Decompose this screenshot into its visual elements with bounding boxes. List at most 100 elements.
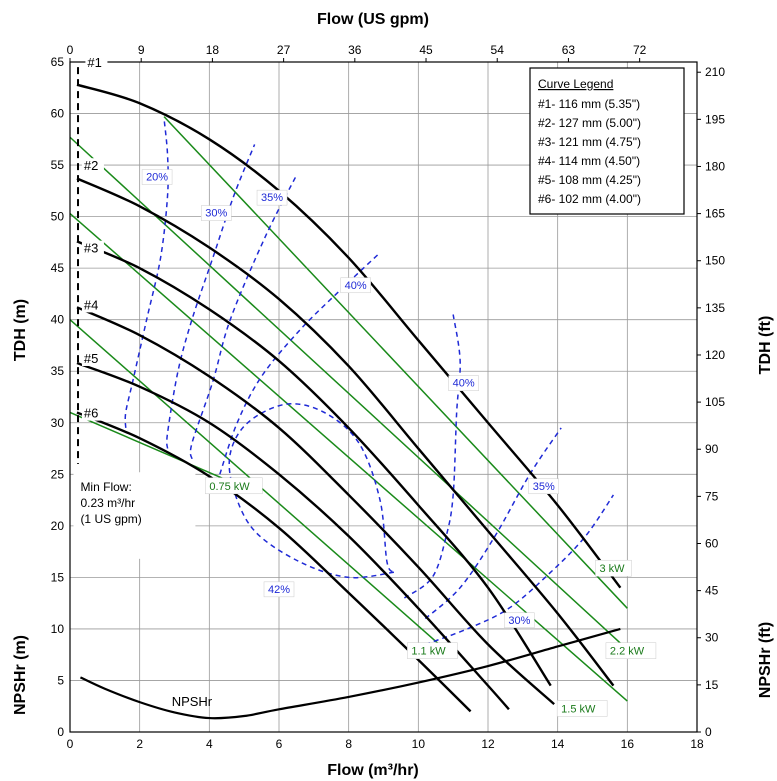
power-label: 3 kW [599, 563, 625, 575]
x-bottom-tick-label: 2 [136, 737, 143, 751]
efficiency-curve [424, 427, 562, 620]
y-left-npsh-axis-title: NPSHr (m) [12, 635, 29, 715]
curve-legend: Curve Legend #1- 116 mm (5.35") #2- 127 mm… [529, 67, 685, 215]
y-left-tick-label: 25 [51, 467, 65, 481]
power-label-bg [205, 477, 263, 495]
y-right-tick-label: 210 [705, 65, 725, 79]
y-left-tick-label: 10 [51, 622, 65, 636]
npshr-curve [79, 627, 621, 720]
efficiency-label-bg [263, 581, 295, 598]
y-right-tick-label: 180 [705, 159, 725, 173]
curve-label: #5 [84, 351, 98, 366]
efficiency-curve [425, 494, 615, 646]
efficiency-label: 40% [453, 378, 475, 390]
x-top-tick-label: 0 [67, 43, 74, 57]
x-bottom-tick-label: 10 [412, 737, 426, 751]
y-left-tick-label: 15 [51, 570, 65, 584]
legend-entry: #3- 121 mm (4.75") [538, 135, 641, 149]
min-flow-marker: Min Flow: 0.23 m³/hr (1 US gpm) [73, 67, 196, 559]
efficiency-label-bg [256, 189, 288, 206]
x-top-tick-label: 36 [348, 43, 362, 57]
y-left-tick-label: 35 [51, 364, 65, 378]
y-right-tick-label: 135 [705, 301, 725, 315]
curve-label: #4 [84, 297, 98, 312]
y-left-tick-label: 0 [57, 725, 64, 739]
impeller-curve [76, 177, 615, 687]
x-bottom-tick-label: 6 [276, 737, 283, 751]
y-left-tick-label: 55 [51, 158, 65, 172]
y-right-tick-label: 150 [705, 254, 725, 268]
x-bottom-tick-label: 4 [206, 737, 213, 751]
power-label: 2.2 kW [610, 646, 645, 658]
efficiency-curves [124, 118, 615, 646]
impeller-curve [76, 240, 552, 687]
power-label: 1.5 kW [561, 703, 596, 715]
efficiency-curve [228, 403, 395, 579]
curve-label-bg [81, 350, 104, 366]
x-bottom-tick-label: 0 [67, 737, 74, 751]
legend-title: Curve Legend [538, 77, 613, 91]
impeller-curve [76, 306, 555, 706]
x-top-tick-label: 45 [419, 43, 433, 57]
legend-entry: #1- 116 mm (5.35") [538, 97, 640, 111]
x-top-axis-title: Flow (US gpm) [317, 11, 429, 28]
legend-entry: #2- 127 mm (5.00") [538, 116, 641, 130]
min-flow-text: (1 US gpm) [80, 512, 141, 526]
x-bottom-axis-title: Flow (m³/hr) [327, 762, 419, 779]
npshr-label: NPSHr [172, 694, 213, 709]
x-bottom-tick-label: 14 [551, 737, 565, 751]
power-label: 0.75 kW [209, 481, 250, 493]
tick-labels: 0 2 4 6 8 10 12 14 16 180 9 18 27 36 45 54 63 72051015202… [51, 43, 726, 751]
y-left-tick-label: 65 [51, 55, 65, 69]
y-right-tick-label: 60 [705, 536, 719, 550]
efficiency-label-bg [528, 478, 559, 495]
npshr-line [79, 627, 621, 720]
plot-frame [69, 61, 698, 733]
power-line [163, 116, 628, 609]
efficiency-label-bg [448, 375, 479, 391]
x-top-tick-label: 54 [491, 43, 505, 57]
efficiency-label: 35% [533, 481, 555, 493]
y-right-tdh-axis-title: TDH (ft) [757, 316, 774, 375]
y-right-tick-label: 15 [705, 678, 719, 692]
y-right-tick-label: 75 [705, 489, 719, 503]
y-left-tick-label: 5 [57, 673, 64, 687]
min-flow-text: 0.23 m³/hr [80, 496, 135, 510]
y-right-npsh-axis-title: NPSHr (ft) [757, 622, 774, 698]
curve-label: #1 [87, 55, 101, 70]
efficiency-label-bg [141, 169, 173, 185]
y-right-tick-label: 45 [705, 584, 719, 598]
y-right-tick-label: 30 [705, 631, 719, 645]
power-label: 1.1 kW [411, 646, 446, 658]
legend-entry: #6- 102 mm (4.00") [538, 192, 641, 206]
x-bottom-tick-label: 8 [345, 737, 352, 751]
power-line [69, 136, 628, 651]
min-flow-box [73, 472, 196, 559]
efficiency-curve [403, 314, 461, 599]
curve-label-bg [81, 158, 104, 174]
power-label-bg [556, 700, 608, 717]
y-right-tick-label: 90 [705, 442, 719, 456]
efficiency-label: 42% [268, 584, 290, 596]
y-right-tick-label: 0 [705, 725, 712, 739]
y-left-tick-label: 50 [51, 210, 65, 224]
curve-label: #6 [84, 406, 98, 421]
power-label-bg [605, 642, 657, 659]
power-line [69, 411, 238, 486]
efficiency-label-bg [504, 612, 535, 629]
y-right-tick-label: 195 [705, 112, 725, 126]
y-right-tick-label: 120 [705, 348, 725, 362]
curve-label-bg [81, 405, 104, 421]
x-bottom-tick-label: 12 [481, 737, 495, 751]
efficiency-curve [219, 252, 381, 475]
efficiency-label: 20% [146, 172, 168, 184]
y-left-tick-label: 45 [51, 261, 65, 275]
x-top-tick-label: 9 [138, 43, 145, 57]
legend-entry: #5- 108 mm (4.25") [538, 173, 641, 187]
x-bottom-tick-label: 18 [690, 737, 704, 751]
legend-entry: #4- 114 mm (4.50") [538, 154, 640, 168]
curve-label: #2 [84, 158, 98, 173]
efficiency-curve [124, 118, 169, 428]
y-left-tdh-axis-title: TDH (m) [12, 299, 29, 361]
